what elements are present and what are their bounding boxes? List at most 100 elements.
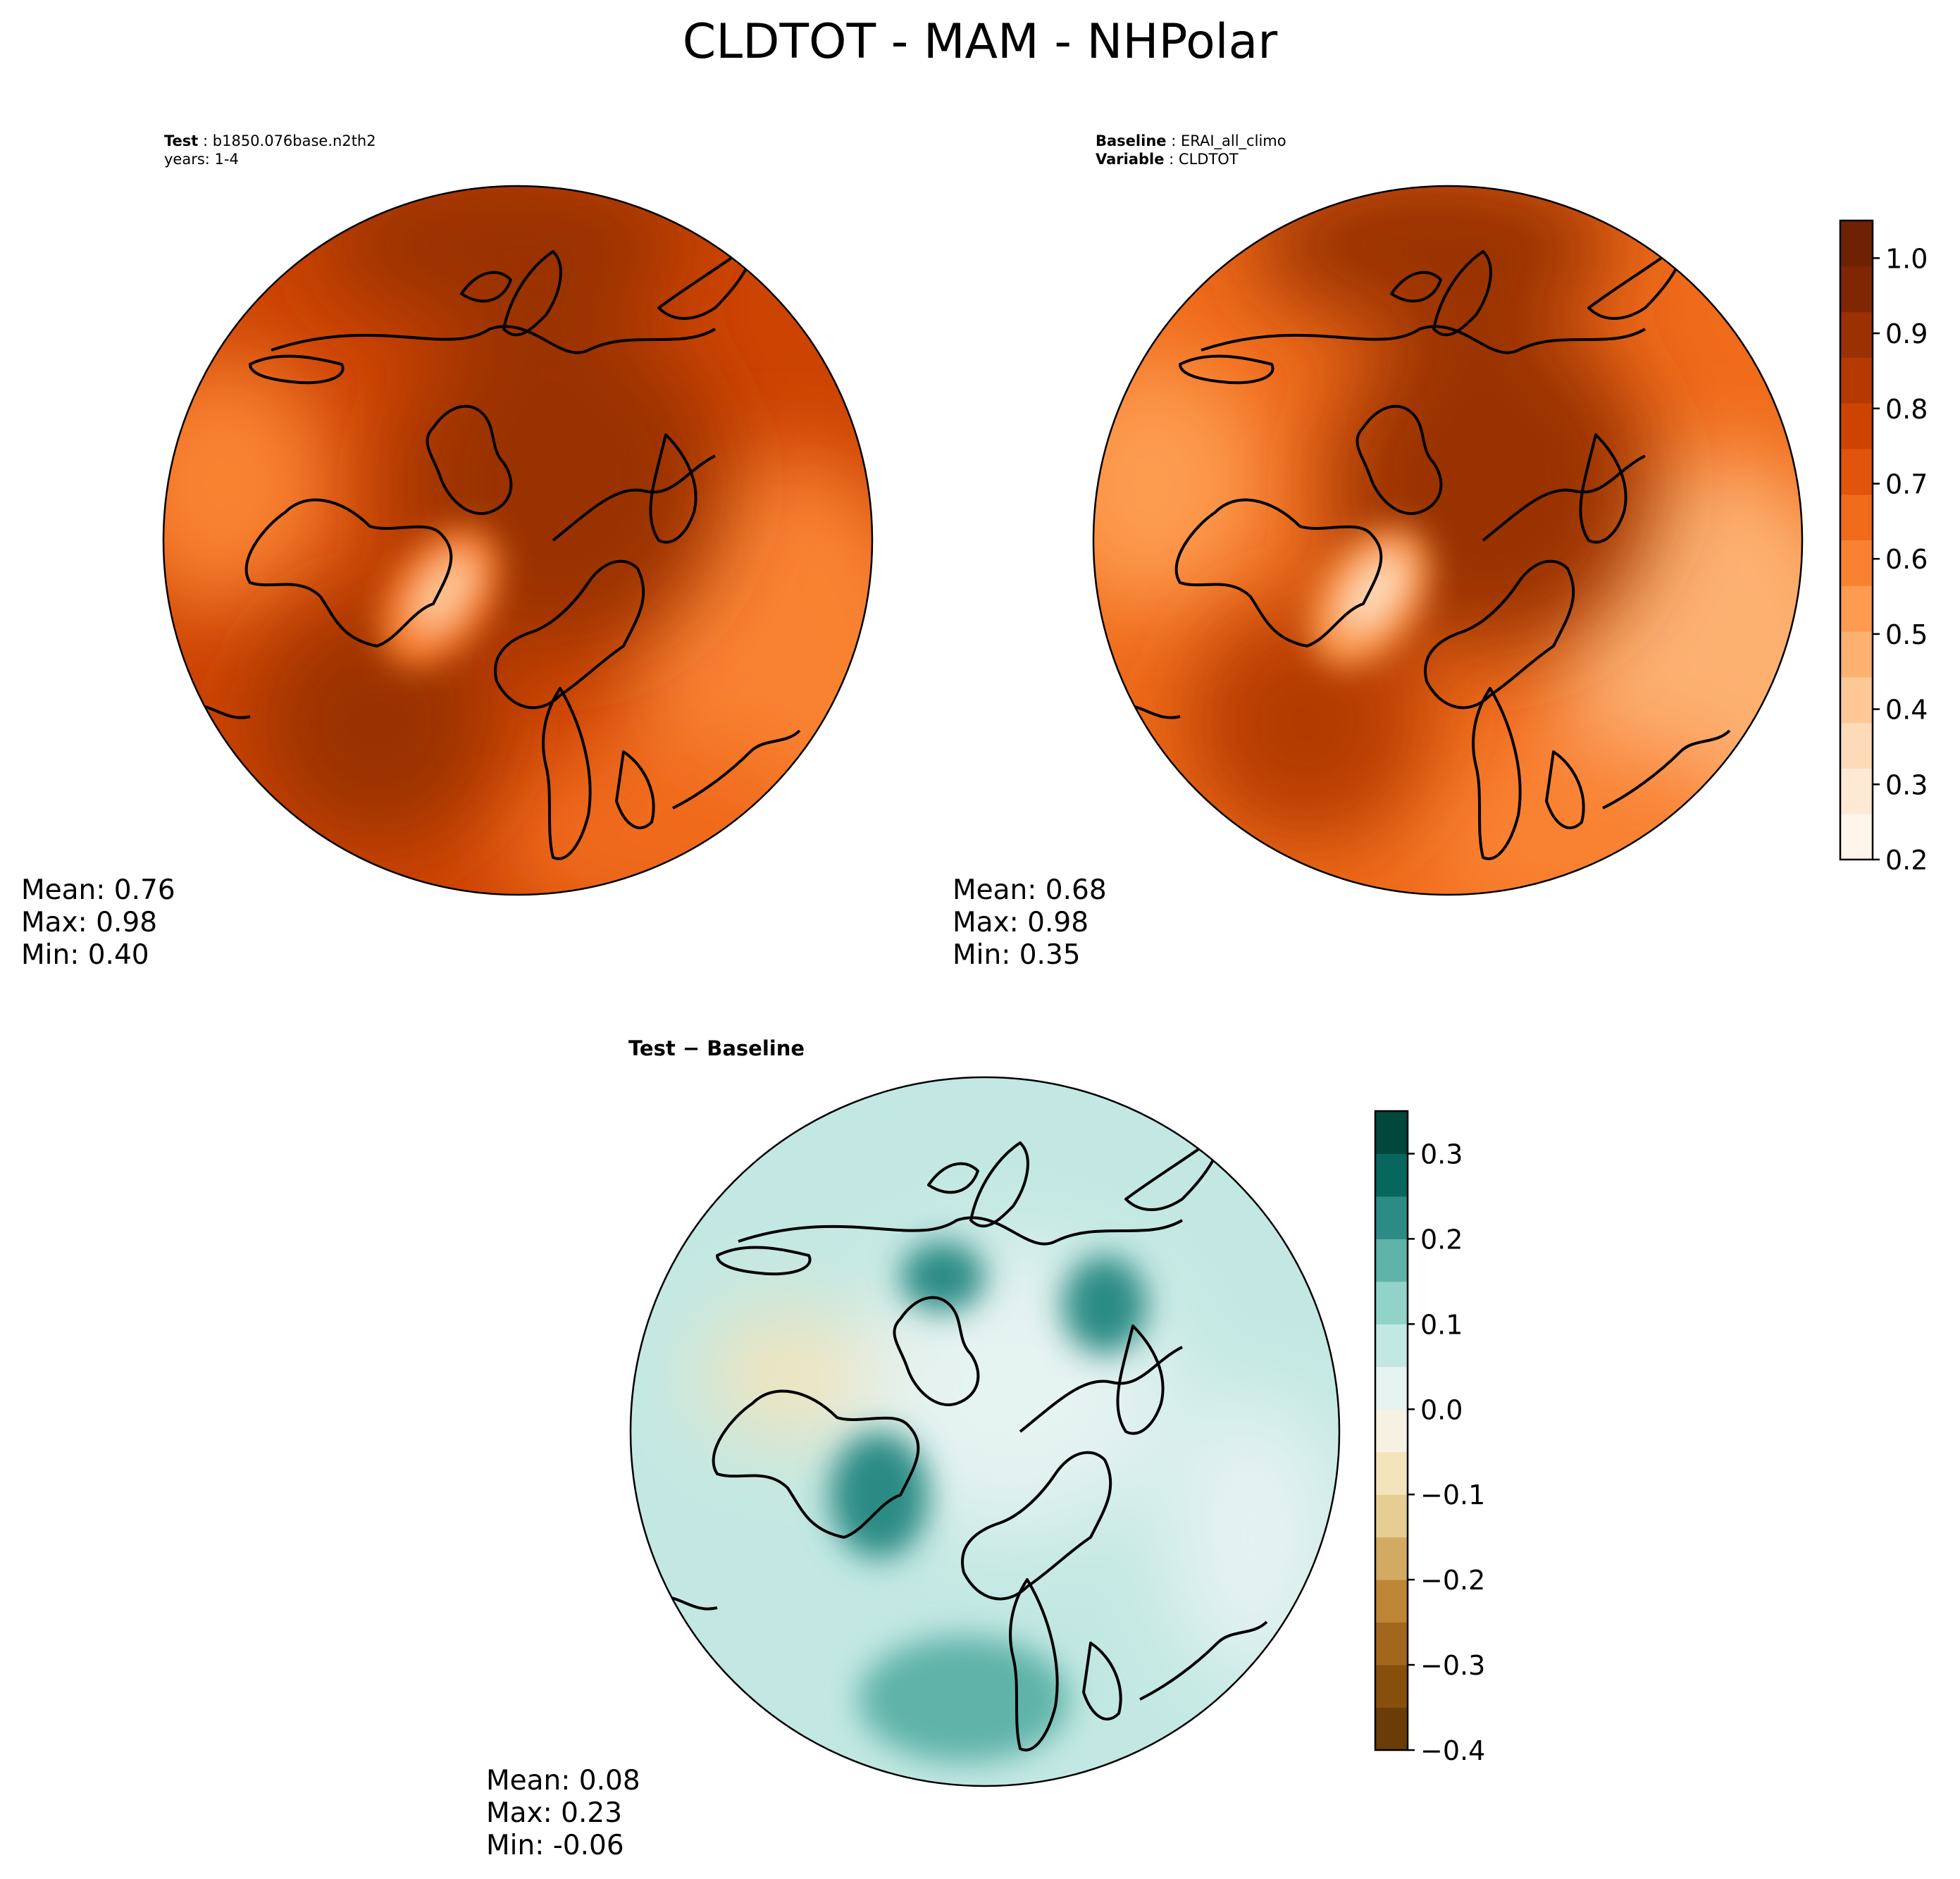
colorbar-swatch (1375, 1451, 1408, 1495)
coastline (1602, 729, 1731, 810)
variable-header-value: CLDTOT (1179, 151, 1239, 168)
coastline (672, 729, 801, 810)
colorbar-tick-label: 0.3 (1420, 1139, 1463, 1170)
difference-max-stat: Max: 0.23 (486, 1797, 622, 1829)
colorbar-swatch (1375, 1153, 1408, 1197)
coastline (494, 559, 645, 709)
coastline (1472, 687, 1522, 860)
colorbar-swatch (1840, 448, 1873, 495)
colorbar-swatch (1840, 814, 1873, 860)
baseline-header-line-1: Baseline : ERAI_all_climo (1096, 132, 1286, 150)
colorbar-swatch (1375, 1580, 1408, 1623)
coastline (738, 1216, 1184, 1246)
colorbar-tick-label: 0.6 (1885, 544, 1928, 575)
baseline-header-value: ERAI_all_climo (1181, 132, 1286, 150)
colorbar-swatch (1840, 631, 1873, 678)
coastline (249, 354, 345, 385)
coastline (649, 433, 697, 544)
coastline (961, 1451, 1112, 1601)
coastline (1009, 1578, 1059, 1751)
baseline-map-border (1092, 185, 1804, 896)
coastline (1728, 271, 1787, 316)
test-header-sep: : (198, 132, 212, 149)
colorbar-tick-label: −0.1 (1420, 1480, 1485, 1511)
colorbar-swatch (1375, 1324, 1408, 1368)
colorbar-tick-label: −0.3 (1420, 1650, 1485, 1681)
difference-header: Test − Baseline (628, 1036, 805, 1060)
difference-colorbar: −0.4 −0.3 −0.2 −0.1 0.0 0.1 0.2 0.3 (1374, 1110, 1485, 1766)
baseline-header-line-2: Variable : CLDTOT (1096, 151, 1239, 168)
coastline (615, 750, 655, 830)
coastline (426, 404, 513, 515)
coastline (1265, 1162, 1325, 1208)
difference-mean-stat: Mean: 0.08 (486, 1765, 640, 1797)
coastline (1545, 750, 1585, 830)
coastline (1174, 498, 1383, 647)
coastline (716, 1246, 812, 1276)
test-header-key: Test (164, 132, 198, 149)
test-mean-stat: Mean: 0.76 (21, 874, 175, 906)
variable-header-sep: : (1164, 151, 1178, 168)
coastline (1139, 1620, 1268, 1701)
colorbar-swatch (1375, 1665, 1408, 1709)
colorbar-tick-label: 0.7 (1885, 469, 1928, 500)
figure-title: CLDTOT - MAM - NHPolar (683, 14, 1277, 70)
test-header-value: b1850.076base.n2th2 (213, 132, 376, 149)
colorbar-tick-label: 0.1 (1420, 1309, 1463, 1340)
coastline (1390, 271, 1442, 303)
colorbar-swatch (1375, 1239, 1408, 1282)
colorbar-tick-label: −0.4 (1420, 1735, 1485, 1766)
colorbar-swatch (1840, 722, 1873, 769)
test-map-border (162, 185, 874, 896)
coastline (893, 1296, 980, 1406)
colorbar-tick-label: 0.2 (1420, 1224, 1463, 1255)
colorbar-swatch (1375, 1281, 1408, 1325)
coastline (1424, 559, 1575, 709)
coastline (271, 325, 717, 354)
colorbar-tick-label: 0.9 (1885, 318, 1928, 349)
greenland-low-cloud (380, 527, 501, 666)
difference-min-stat: Min: -0.06 (486, 1830, 624, 1861)
coastline (460, 271, 512, 303)
coastline (1579, 433, 1627, 544)
colorbar-frame (1839, 219, 1874, 861)
colorbar-tick-label: 0.2 (1885, 845, 1928, 876)
colorbar-swatch (1840, 403, 1873, 449)
colorbar-swatch (1840, 357, 1873, 404)
difference-map-border (629, 1076, 1341, 1787)
test-min-stat: Min: 0.40 (21, 939, 149, 971)
colorbar-frame (1374, 1110, 1409, 1751)
colorbar-swatch (1840, 266, 1873, 313)
test-years: years: 1-4 (164, 151, 239, 168)
main-colorbar: 0.2 0.3 0.4 0.5 0.6 0.7 0.8 0.9 1.0 (1839, 219, 1928, 876)
difference-polar-map (631, 1077, 1339, 1786)
colorbar-swatch (1840, 585, 1873, 632)
test-polar-map (163, 186, 872, 895)
colorbar-swatch (1375, 1537, 1408, 1580)
colorbar-swatch (1375, 1111, 1408, 1154)
test-max-stat: Max: 0.98 (21, 907, 157, 938)
coastline (542, 687, 592, 860)
colorbar-swatch (1840, 494, 1873, 540)
greenland-low-cloud (1310, 527, 1431, 666)
baseline-min-stat: Min: 0.35 (953, 939, 1081, 971)
coastline (798, 271, 857, 316)
colorbar-tick-label: 0.0 (1420, 1394, 1463, 1425)
colorbar-swatch (1375, 1494, 1408, 1538)
coastline (927, 1162, 979, 1194)
baseline-header-sep: : (1167, 132, 1181, 149)
test-panel: Test : b1850.076base.n2th2 years: 1-4 Me… (21, 132, 874, 971)
coastline (244, 498, 453, 647)
colorbar-tick-label: 0.3 (1885, 769, 1928, 800)
coastline (712, 1389, 920, 1539)
colorbar-swatch (1840, 768, 1873, 814)
coastline (1116, 1325, 1165, 1435)
colorbar-tick-label: −0.2 (1420, 1565, 1485, 1596)
colorbar-swatch (1375, 1366, 1408, 1410)
colorbar-swatch (1840, 540, 1873, 586)
difference-panel: Test − Baseline Mean: 0.08 Max: 0.23 Min… (486, 1036, 1341, 1861)
coastline (1082, 1642, 1122, 1721)
colorbar-swatch (1375, 1196, 1408, 1239)
test-header-line-1: Test : b1850.076base.n2th2 (164, 132, 376, 149)
baseline-panel: Baseline : ERAI_all_climo Variable : CLD… (953, 132, 1804, 971)
